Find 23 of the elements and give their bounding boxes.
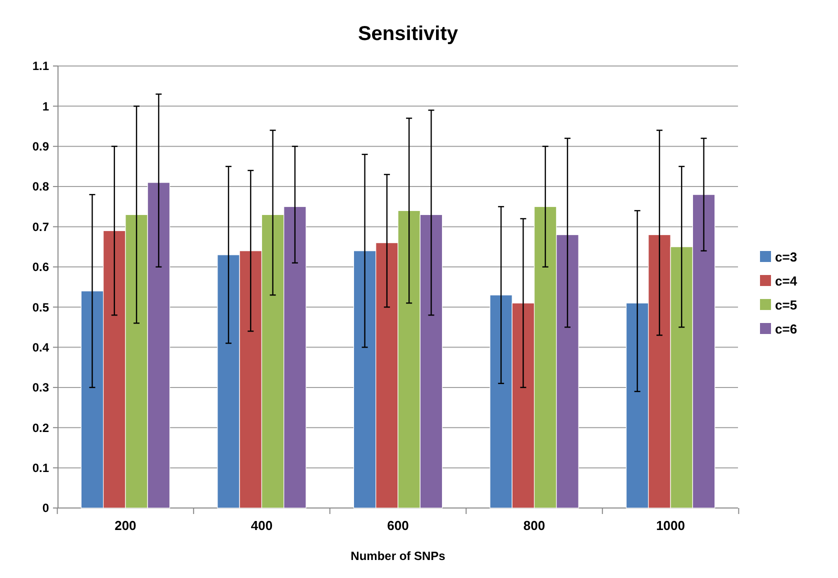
y-tick-label: 0 — [42, 501, 50, 516]
legend-label: c=6 — [775, 322, 798, 337]
y-tick-label: 0.8 — [32, 180, 50, 194]
x-tick-label: 600 — [387, 518, 409, 533]
y-tick-label: 0.6 — [32, 260, 50, 274]
y-tick-label: 0.2 — [32, 420, 50, 435]
y-tick-label: 0.5 — [32, 300, 50, 314]
x-tick-label: 800 — [523, 518, 546, 533]
y-tick-label: 0.3 — [32, 380, 50, 395]
legend-label: c=5 — [775, 298, 798, 313]
x-tick-label: 200 — [114, 518, 136, 533]
legend-label: c=3 — [775, 250, 798, 265]
x-axis-title: Number of SNPs — [350, 549, 446, 563]
y-tick-label: 0.7 — [32, 220, 50, 234]
legend-label: c=4 — [775, 274, 798, 289]
chart-title: Sensitivity — [358, 23, 459, 45]
y-tick-label: 1 — [42, 99, 50, 114]
y-tick-label: 0.1 — [32, 461, 50, 476]
y-tick-label: 1.1 — [32, 59, 50, 74]
x-tick-label: 1000 — [656, 518, 686, 533]
x-tick-label: 400 — [250, 518, 273, 533]
y-tick-label: 0.9 — [32, 140, 50, 154]
y-tick-label: 0.4 — [32, 340, 50, 354]
